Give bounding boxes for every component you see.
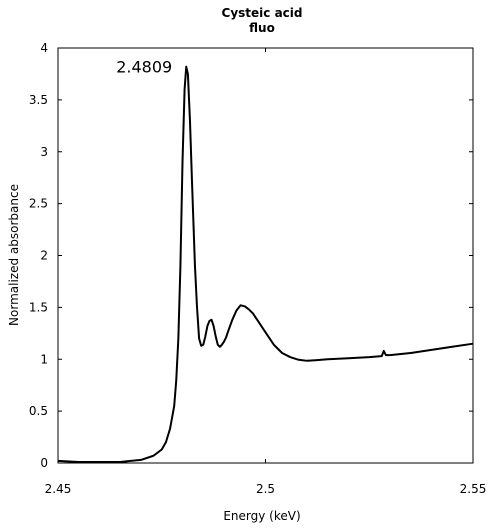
peak-annotation: 2.4809 [116, 58, 172, 77]
y-axis-label: Normalized absorbance [7, 184, 21, 326]
chart-title: Cysteic acid [222, 6, 303, 20]
y-tick-label: 1.5 [29, 300, 48, 314]
y-tick-label: 1 [40, 352, 48, 366]
x-axis-label: Energy (keV) [223, 509, 300, 523]
series-line [57, 65, 474, 463]
x-tick-label: 2.5 [256, 482, 275, 496]
y-tick-label: 0.5 [29, 404, 48, 418]
x-tick-label: 2.55 [460, 482, 487, 496]
y-tick-label: 2.5 [29, 197, 48, 211]
chart-subtitle: fluo [249, 21, 275, 35]
y-tick-label: 3 [40, 145, 48, 159]
y-tick-label: 0 [40, 456, 48, 470]
series-layer [57, 65, 474, 463]
y-tick-label: 4 [40, 41, 48, 55]
y-tick-label: 2 [40, 249, 48, 263]
plot-area-frame [57, 47, 474, 464]
y-tick-label: 3.5 [29, 93, 48, 107]
axis-ticks: 0 0.5 1 1.5 2 2.5 3 3.5 4 2.45 2.5 2.55 [29, 41, 486, 496]
x-tick-label: 2.45 [45, 482, 72, 496]
